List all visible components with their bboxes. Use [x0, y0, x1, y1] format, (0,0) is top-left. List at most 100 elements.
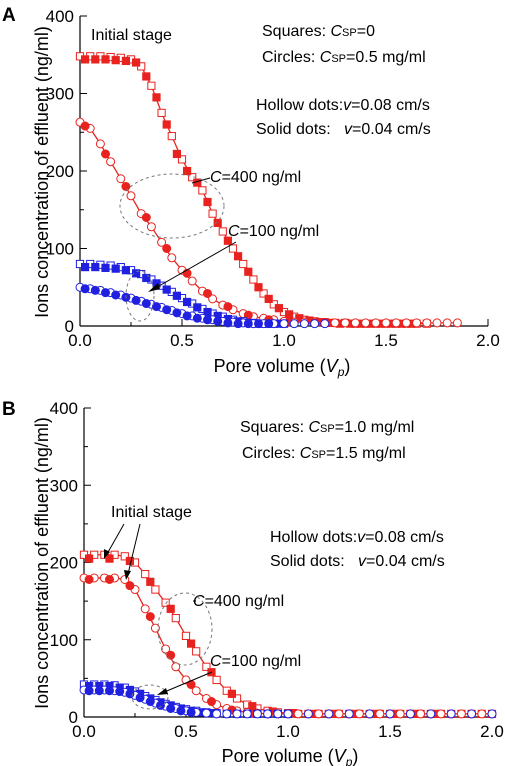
data-point-circle	[405, 709, 415, 719]
data-point-circle	[222, 709, 232, 719]
data-point-circle	[156, 700, 165, 710]
data-point-circle	[436, 709, 446, 719]
data-point-square	[105, 554, 114, 563]
c400-ellipse-a	[119, 173, 225, 239]
data-point-circle	[385, 709, 395, 719]
data-point-circle	[401, 318, 411, 328]
x-tick-label-a: 0.0	[68, 331, 92, 350]
data-point-square	[259, 289, 268, 298]
data-point-circle	[223, 318, 233, 328]
y-tick-label-b: 0	[69, 708, 78, 727]
c100-ellipse-a	[125, 270, 155, 322]
data-point-circle	[208, 294, 218, 304]
data-point-circle	[452, 318, 462, 328]
annotation-marks-a	[119, 173, 237, 322]
data-point-circle	[264, 319, 274, 329]
data-point-circle	[254, 319, 263, 329]
data-point-circle	[162, 244, 172, 253]
initial-stage-arrowhead-1-b	[104, 549, 110, 559]
data-point-square	[172, 149, 182, 159]
y-axis-title-a: Ions concentration of effluent (ng/ml)	[32, 26, 52, 318]
data-point-circle	[289, 319, 299, 329]
data-point-square	[166, 604, 175, 613]
data-point-square	[125, 556, 135, 566]
data-point-circle	[242, 709, 252, 719]
data-point-square	[198, 186, 207, 195]
x-tick-label-b: 1.5	[378, 722, 402, 741]
data-point-square	[101, 263, 110, 272]
data-point-circle	[375, 709, 385, 719]
data-point-circle	[94, 686, 104, 696]
c400-label-a: C=400 ng/ml	[210, 169, 301, 186]
data-point-circle	[432, 318, 442, 328]
data-point-square	[181, 631, 191, 640]
data-point-square	[208, 209, 217, 218]
data-point-square	[274, 304, 283, 313]
x-tick-label-a: 0.5	[170, 331, 194, 350]
data-point-circle	[365, 709, 375, 719]
data-point-circle	[467, 709, 477, 719]
data-point-square	[162, 120, 171, 129]
data-point-circle	[80, 284, 90, 294]
c400-ellipse-b	[157, 592, 213, 666]
data-point-square	[239, 259, 248, 269]
data-point-circle	[140, 604, 150, 614]
data-point-circle	[263, 709, 273, 719]
data-point-square	[244, 267, 253, 276]
data-point-circle	[90, 285, 100, 295]
data-point-square	[121, 266, 131, 275]
data-point-square	[167, 132, 176, 141]
data-point-square	[132, 269, 141, 278]
annotation-marks-b	[104, 523, 213, 710]
c400-pointer-a	[191, 177, 211, 184]
initial-stage-label-b: Initial stage	[111, 504, 192, 521]
data-point-circle	[176, 706, 186, 716]
data-point-circle	[105, 686, 114, 696]
data-point-circle	[135, 693, 145, 703]
data-point-circle	[203, 315, 212, 325]
data-point-circle	[125, 581, 135, 591]
plot-area-a: 0.0 0.5 1.0 1.5 2.0 0 100 200 300 400	[46, 7, 500, 350]
data-point-circle	[192, 313, 202, 323]
data-point-circle	[95, 139, 105, 149]
data-point-square	[111, 56, 120, 65]
data-point-circle	[166, 704, 176, 714]
data-point-circle	[442, 318, 452, 328]
data-point-circle	[141, 299, 151, 309]
data-point-square	[193, 303, 202, 312]
data-point-square	[264, 294, 273, 303]
panel-letter-a: A	[2, 5, 16, 26]
data-point-circle	[203, 288, 212, 298]
data-point-square	[81, 55, 90, 64]
data-point-circle	[279, 319, 289, 329]
data-point-circle	[456, 709, 466, 719]
data-point-circle	[207, 697, 216, 707]
x-tick-label-a: 1.5	[374, 331, 398, 350]
data-point-circle	[477, 709, 487, 719]
data-point-square	[171, 614, 180, 623]
legend-solid-a: Solid dots: v=0.04 cm/s	[256, 121, 431, 138]
c100-label-b: C=100 ng/ml	[210, 653, 301, 670]
data-point-square	[111, 264, 120, 273]
data-point-square	[232, 694, 242, 703]
data-point-square	[172, 291, 182, 300]
data-point-square	[213, 218, 222, 228]
series-b-7	[84, 686, 196, 717]
data-point-circle	[395, 709, 405, 719]
data-point-square	[183, 166, 192, 176]
data-point-circle	[252, 709, 262, 719]
data-point-circle	[310, 319, 320, 329]
data-point-square	[187, 639, 196, 648]
series-a-7	[80, 284, 274, 329]
data-point-square	[218, 227, 227, 236]
data-point-circle	[212, 709, 222, 719]
initial-stage-arrowhead-2-b	[124, 570, 131, 580]
y-tick-label-a: 0	[65, 317, 74, 336]
data-point-square	[192, 647, 201, 656]
data-point-circle	[171, 662, 181, 672]
initial-stage-label-a: Initial stage	[91, 27, 172, 44]
data-point-circle	[191, 686, 201, 696]
data-point-circle	[80, 121, 90, 131]
plot-area-b: 0.0 0.5 1.0 1.5 2.0 0 100 200 300 400	[50, 399, 504, 741]
data-point-circle	[381, 318, 391, 328]
